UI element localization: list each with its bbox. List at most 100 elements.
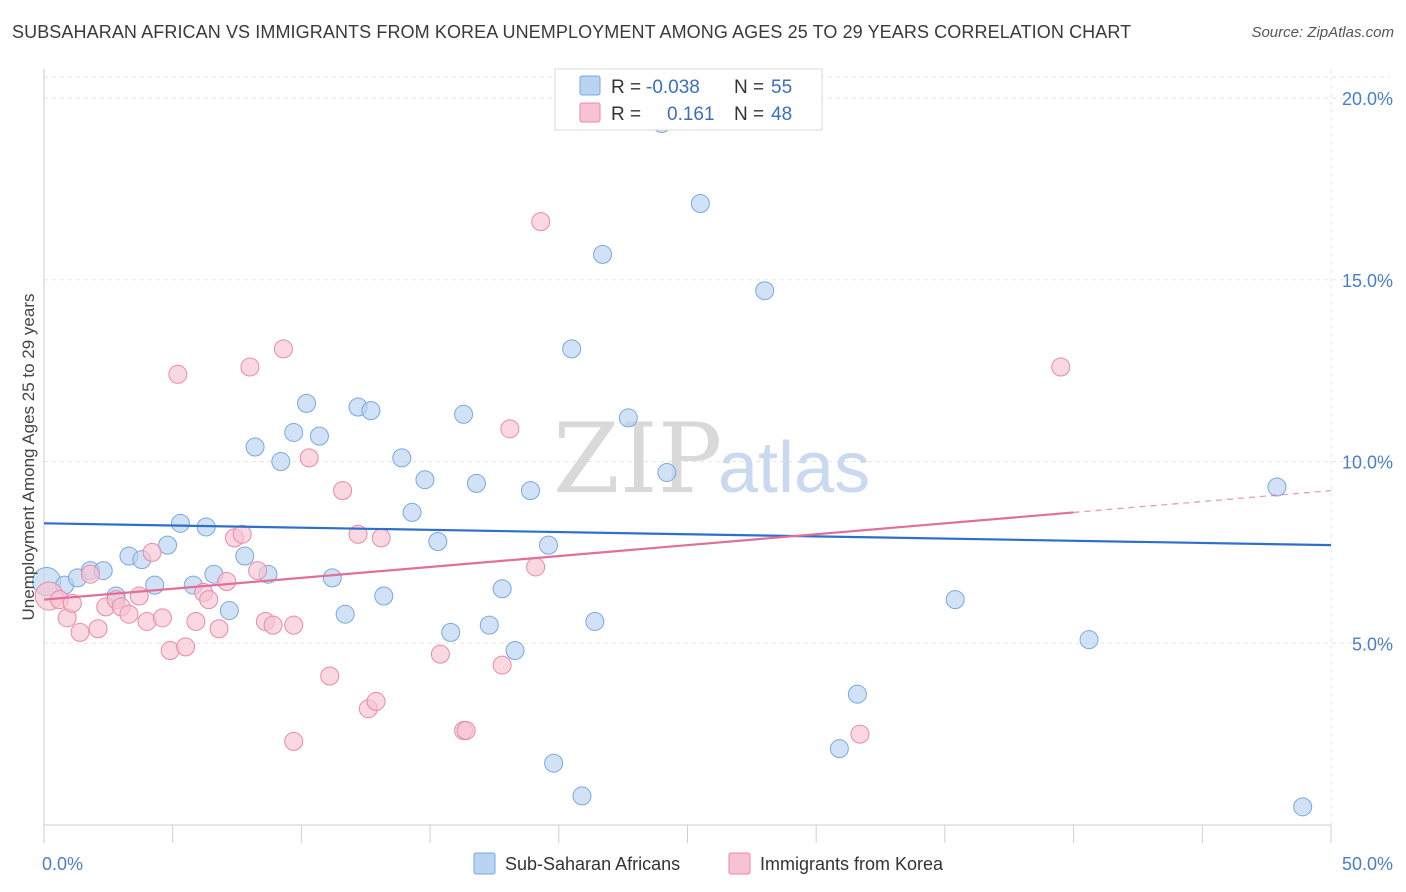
point-sub-saharan-africans <box>309 426 329 446</box>
point-sub-saharan-africans <box>847 684 867 704</box>
point-sub-saharan-africans <box>1293 797 1313 817</box>
y-axis-label: Unemployment Among Ages 25 to 29 years <box>19 294 38 621</box>
y-tick-label: 10.0% <box>1342 453 1393 473</box>
trend-line-sub-saharan-africans <box>43 522 1332 547</box>
x-tick-label: 50.0% <box>1342 854 1393 874</box>
point-immigrants-from-korea <box>284 731 304 751</box>
point-sub-saharan-africans <box>544 753 564 773</box>
axes <box>43 69 1332 843</box>
point-immigrants-from-korea <box>168 364 188 384</box>
y-tick-label: 5.0% <box>1352 634 1393 654</box>
legend-n-label-2: N = <box>734 104 764 125</box>
watermark-zip: ZIP <box>553 403 722 515</box>
point-sub-saharan-africans <box>1079 630 1099 650</box>
trend-lines <box>43 489 1332 601</box>
legend-swatch-pink <box>579 102 601 123</box>
legend-n-label-1: N = <box>734 77 764 98</box>
point-immigrants-from-korea <box>284 615 304 635</box>
point-immigrants-from-korea <box>531 212 551 232</box>
point-sub-saharan-africans <box>539 535 559 555</box>
legend-r-label-1: R = <box>611 77 641 98</box>
point-immigrants-from-korea <box>273 339 293 359</box>
point-sub-saharan-africans <box>572 786 592 806</box>
point-sub-saharan-africans <box>492 579 512 599</box>
y-tick-labels: 5.0% 10.0% 15.0% 20.0% <box>1342 89 1393 654</box>
bottom-legend-swatch-blue <box>473 852 496 875</box>
source-credit: Source: ZipAtlas.com <box>1251 24 1394 41</box>
series-sub-saharan-africans <box>32 114 1313 817</box>
series-immigrants-from-korea <box>34 212 1071 751</box>
point-sub-saharan-africans <box>361 401 381 421</box>
point-immigrants-from-korea <box>88 619 108 639</box>
point-sub-saharan-africans <box>402 502 422 522</box>
point-sub-saharan-africans <box>374 586 394 606</box>
y-tick-label: 15.0% <box>1342 271 1393 291</box>
point-sub-saharan-africans <box>520 481 540 501</box>
point-immigrants-from-korea <box>299 448 319 468</box>
point-immigrants-from-korea <box>217 571 237 591</box>
point-sub-saharan-africans <box>755 281 775 301</box>
point-sub-saharan-africans <box>322 568 342 588</box>
point-sub-saharan-africans <box>585 611 605 631</box>
point-immigrants-from-korea <box>70 622 90 642</box>
point-sub-saharan-africans <box>829 739 849 759</box>
legend-n-value-2: 48 <box>771 104 792 125</box>
point-immigrants-from-korea <box>240 357 260 377</box>
x-tick-labels: 0.0% 50.0% <box>42 854 1393 874</box>
bottom-legend-label-pink: Immigrants from Korea <box>760 854 944 874</box>
point-immigrants-from-korea <box>333 481 353 501</box>
point-sub-saharan-africans <box>562 339 582 359</box>
point-sub-saharan-africans <box>690 193 710 213</box>
legend-n-value-1: 55 <box>771 77 792 98</box>
point-sub-saharan-africans <box>219 601 239 621</box>
point-sub-saharan-africans <box>235 546 255 566</box>
correlation-legend: R = -0.038 N = 55 R = 0.161 N = 48 <box>554 68 823 131</box>
point-immigrants-from-korea <box>263 615 283 635</box>
point-sub-saharan-africans <box>392 448 412 468</box>
point-immigrants-from-korea <box>232 524 252 544</box>
point-sub-saharan-africans <box>593 244 613 264</box>
point-immigrants-from-korea <box>152 608 172 628</box>
point-immigrants-from-korea <box>850 724 870 744</box>
bottom-legend-swatch-pink <box>728 852 751 875</box>
point-immigrants-from-korea <box>430 644 450 664</box>
watermark: ZIP atlas <box>553 403 870 515</box>
point-immigrants-from-korea <box>129 586 149 606</box>
point-immigrants-from-korea <box>80 564 100 584</box>
point-immigrants-from-korea <box>199 590 219 610</box>
point-sub-saharan-africans <box>170 513 190 533</box>
point-immigrants-from-korea <box>320 666 340 686</box>
point-sub-saharan-africans <box>297 393 317 413</box>
point-sub-saharan-africans <box>428 532 448 551</box>
point-immigrants-from-korea <box>137 611 157 631</box>
watermark-atlas: atlas <box>718 428 870 508</box>
point-sub-saharan-africans <box>271 452 291 472</box>
point-immigrants-from-korea <box>142 542 162 562</box>
point-sub-saharan-africans <box>454 404 474 424</box>
point-sub-saharan-africans <box>657 462 677 482</box>
point-sub-saharan-africans <box>618 408 638 428</box>
point-sub-saharan-africans <box>158 535 178 555</box>
point-immigrants-from-korea <box>209 619 229 639</box>
point-immigrants-from-korea <box>176 637 196 657</box>
point-sub-saharan-africans <box>245 437 265 457</box>
point-immigrants-from-korea <box>248 561 268 581</box>
point-immigrants-from-korea <box>371 528 391 548</box>
point-immigrants-from-korea <box>1051 357 1071 377</box>
legend-r-value-2: 0.161 <box>667 104 715 125</box>
legend-r-label-2: R = <box>611 104 641 125</box>
bottom-legend-label-blue: Sub-Saharan Africans <box>505 854 680 874</box>
point-sub-saharan-africans <box>466 473 486 493</box>
chart-title: SUBSAHARAN AFRICAN VS IMMIGRANTS FROM KO… <box>12 22 1132 42</box>
legend-swatch-blue <box>579 75 601 96</box>
legend-r-value-1: -0.038 <box>646 77 700 98</box>
point-sub-saharan-africans <box>415 470 435 490</box>
point-sub-saharan-africans <box>945 590 965 610</box>
point-sub-saharan-africans <box>284 422 304 442</box>
point-immigrants-from-korea <box>186 611 206 631</box>
point-immigrants-from-korea <box>492 655 512 675</box>
point-sub-saharan-africans <box>1267 477 1287 497</box>
point-immigrants-from-korea <box>119 604 139 624</box>
point-sub-saharan-africans <box>335 604 355 624</box>
